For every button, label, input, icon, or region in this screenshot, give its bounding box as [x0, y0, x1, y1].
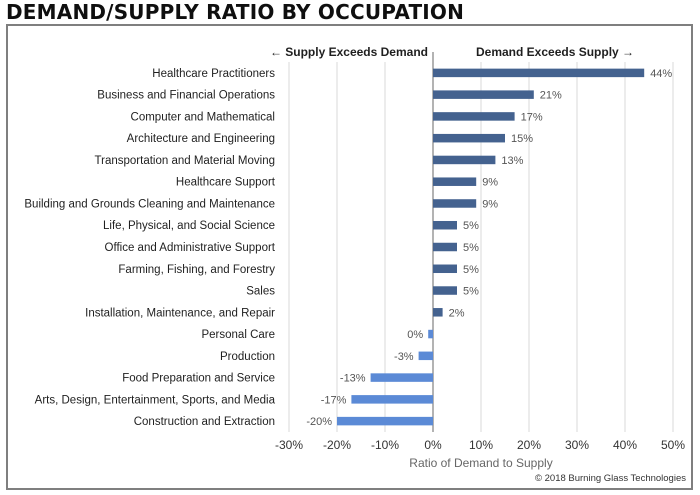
category-label: Computer and Mathematical: [131, 111, 275, 123]
category-label: Business and Financial Operations: [97, 90, 275, 102]
category-label: Healthcare Support: [176, 177, 276, 189]
x-tick-labels: -30% -20% -10% 0% 10% 20% 30% 40% 50%: [275, 438, 685, 452]
data-label: 5%: [463, 264, 479, 276]
category-label: Transportation and Material Moving: [95, 155, 275, 167]
data-label: 21%: [540, 90, 562, 102]
value-labels: 44%21%17%15%13%9%9%5%5%5%5%2%0%-3%-13%-1…: [306, 68, 672, 428]
left-header: ← Supply Exceeds Demand: [270, 45, 428, 59]
bar: [433, 90, 534, 99]
x-tick-label: 30%: [565, 438, 589, 452]
bar: [433, 220, 457, 230]
category-label: Arts, Design, Entertainment, Sports, and…: [35, 394, 276, 406]
bar: [428, 329, 433, 339]
category-label: Installation, Maintenance, and Repair: [85, 307, 275, 319]
right-header: Demand Exceeds Supply →: [476, 45, 634, 59]
data-label: 5%: [463, 242, 479, 254]
chart-frame: [6, 24, 693, 490]
bar: [433, 112, 515, 121]
bar: [433, 177, 477, 186]
category-label: Building and Grounds Cleaning and Mainte…: [24, 198, 275, 210]
bar: [433, 308, 443, 317]
bar: [433, 264, 457, 274]
data-label: 17%: [521, 111, 543, 123]
bar: [433, 286, 457, 295]
chart-title: DEMAND/SUPPLY RATIO BY OCCUPATION: [6, 0, 465, 24]
data-label: -20%: [306, 416, 332, 428]
category-label: Architecture and Engineering: [127, 133, 275, 145]
x-tick-label: -10%: [371, 438, 399, 452]
x-tick-label: 20%: [517, 438, 541, 452]
bar: [433, 68, 645, 78]
x-tick-label: 40%: [613, 438, 637, 452]
category-label: Healthcare Practitioners: [152, 68, 275, 80]
bars: [337, 68, 645, 426]
data-label: 5%: [463, 220, 479, 232]
data-label: 2%: [449, 307, 465, 319]
category-label: Sales: [246, 286, 275, 298]
x-tick-label: 50%: [661, 438, 685, 452]
data-label: 9%: [482, 177, 498, 189]
bar: [433, 155, 496, 165]
bar: [433, 242, 457, 252]
category-label: Office and Administrative Support: [105, 242, 276, 254]
data-label: -3%: [394, 351, 414, 363]
data-label: -17%: [321, 394, 347, 406]
data-label: 44%: [650, 68, 672, 80]
x-tick-label: -30%: [275, 438, 303, 452]
data-label: 15%: [511, 133, 533, 145]
category-label: Construction and Extraction: [134, 416, 275, 428]
bar: [418, 351, 433, 361]
bar: [433, 199, 477, 208]
bar: [370, 373, 433, 382]
data-label: 0%: [407, 329, 423, 341]
category-label: Life, Physical, and Social Science: [103, 220, 275, 232]
bar: [351, 395, 433, 404]
x-tick-label: -20%: [323, 438, 351, 452]
data-label: 13%: [501, 155, 523, 167]
category-labels: Healthcare Practitioners Business and Fin…: [24, 68, 275, 428]
data-label: 5%: [463, 286, 479, 298]
data-label: -13%: [340, 373, 366, 385]
category-label: Personal Care: [201, 329, 275, 341]
category-label: Food Preparation and Service: [122, 373, 275, 385]
x-tick-label: 0%: [424, 438, 442, 452]
bar: [433, 133, 505, 143]
x-tick-label: 10%: [469, 438, 493, 452]
category-label: Farming, Fishing, and Forestry: [118, 264, 275, 276]
data-label: 9%: [482, 198, 498, 210]
category-label: Production: [220, 351, 275, 363]
bar: [337, 416, 433, 426]
x-axis-label: Ratio of Demand to Supply: [409, 456, 552, 470]
credit-text: © 2018 Burning Glass Technologies: [535, 473, 686, 484]
